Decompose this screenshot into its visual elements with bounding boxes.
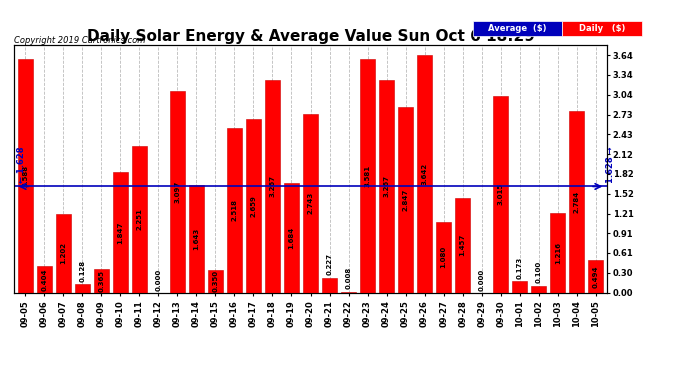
- Text: 0.128: 0.128: [79, 260, 86, 282]
- Text: ← 1.628: ← 1.628: [17, 146, 26, 183]
- Text: 0.494: 0.494: [593, 265, 599, 288]
- Text: 1.080: 1.080: [441, 246, 446, 268]
- Text: 0.000: 0.000: [479, 269, 484, 291]
- Bar: [18, 59, 33, 292]
- Text: 3.015: 3.015: [497, 183, 504, 206]
- Bar: [322, 278, 337, 292]
- Text: 1.457: 1.457: [460, 234, 466, 256]
- Text: 3.267: 3.267: [384, 175, 390, 197]
- Text: 3.588: 3.588: [22, 165, 28, 187]
- Bar: [303, 114, 318, 292]
- Bar: [208, 270, 223, 292]
- Bar: [569, 111, 584, 292]
- Text: Average  ($): Average ($): [489, 24, 546, 33]
- Bar: [189, 186, 204, 292]
- Bar: [493, 96, 509, 292]
- Text: 1.202: 1.202: [60, 242, 66, 264]
- Text: 2.251: 2.251: [137, 208, 142, 230]
- Text: 2.659: 2.659: [250, 195, 257, 217]
- Bar: [37, 266, 52, 292]
- Text: 1.847: 1.847: [117, 221, 124, 243]
- Bar: [94, 269, 109, 292]
- Bar: [417, 55, 432, 292]
- Text: 0.000: 0.000: [155, 269, 161, 291]
- Text: Copyright 2019 Cartronics.com: Copyright 2019 Cartronics.com: [14, 36, 145, 45]
- Text: 2.743: 2.743: [308, 192, 313, 214]
- Text: Daily   ($): Daily ($): [579, 24, 625, 33]
- Text: 2.518: 2.518: [231, 200, 237, 222]
- Text: 0.350: 0.350: [213, 270, 219, 292]
- Text: 0.008: 0.008: [346, 267, 351, 290]
- Bar: [398, 107, 413, 292]
- Text: 2.784: 2.784: [574, 191, 580, 213]
- Bar: [75, 284, 90, 292]
- Text: 0.173: 0.173: [517, 256, 523, 279]
- Text: 3.642: 3.642: [422, 163, 428, 185]
- Bar: [170, 91, 185, 292]
- Bar: [265, 80, 280, 292]
- Text: 1.643: 1.643: [193, 228, 199, 250]
- Bar: [379, 80, 394, 292]
- Bar: [550, 213, 565, 292]
- Bar: [132, 146, 147, 292]
- Bar: [284, 183, 299, 292]
- Text: 1.628 →: 1.628 →: [607, 146, 615, 183]
- Text: 0.404: 0.404: [41, 268, 47, 291]
- Bar: [531, 286, 546, 292]
- Bar: [588, 260, 603, 292]
- Bar: [227, 129, 242, 292]
- Text: 3.581: 3.581: [364, 165, 371, 187]
- Text: 1.684: 1.684: [288, 226, 295, 249]
- Bar: [246, 119, 261, 292]
- Bar: [512, 281, 527, 292]
- Text: 3.097: 3.097: [175, 180, 180, 203]
- Bar: [56, 214, 71, 292]
- Text: 2.847: 2.847: [402, 189, 408, 211]
- Title: Daily Solar Energy & Average Value Sun Oct 6 18:29: Daily Solar Energy & Average Value Sun O…: [86, 29, 535, 44]
- Text: 0.365: 0.365: [98, 270, 104, 292]
- Text: 1.216: 1.216: [555, 242, 561, 264]
- Bar: [436, 222, 451, 292]
- Bar: [360, 59, 375, 292]
- Text: 0.227: 0.227: [326, 253, 333, 275]
- Text: 3.267: 3.267: [270, 175, 275, 197]
- Bar: [112, 172, 128, 292]
- Bar: [455, 198, 471, 292]
- Text: 0.100: 0.100: [535, 261, 542, 284]
